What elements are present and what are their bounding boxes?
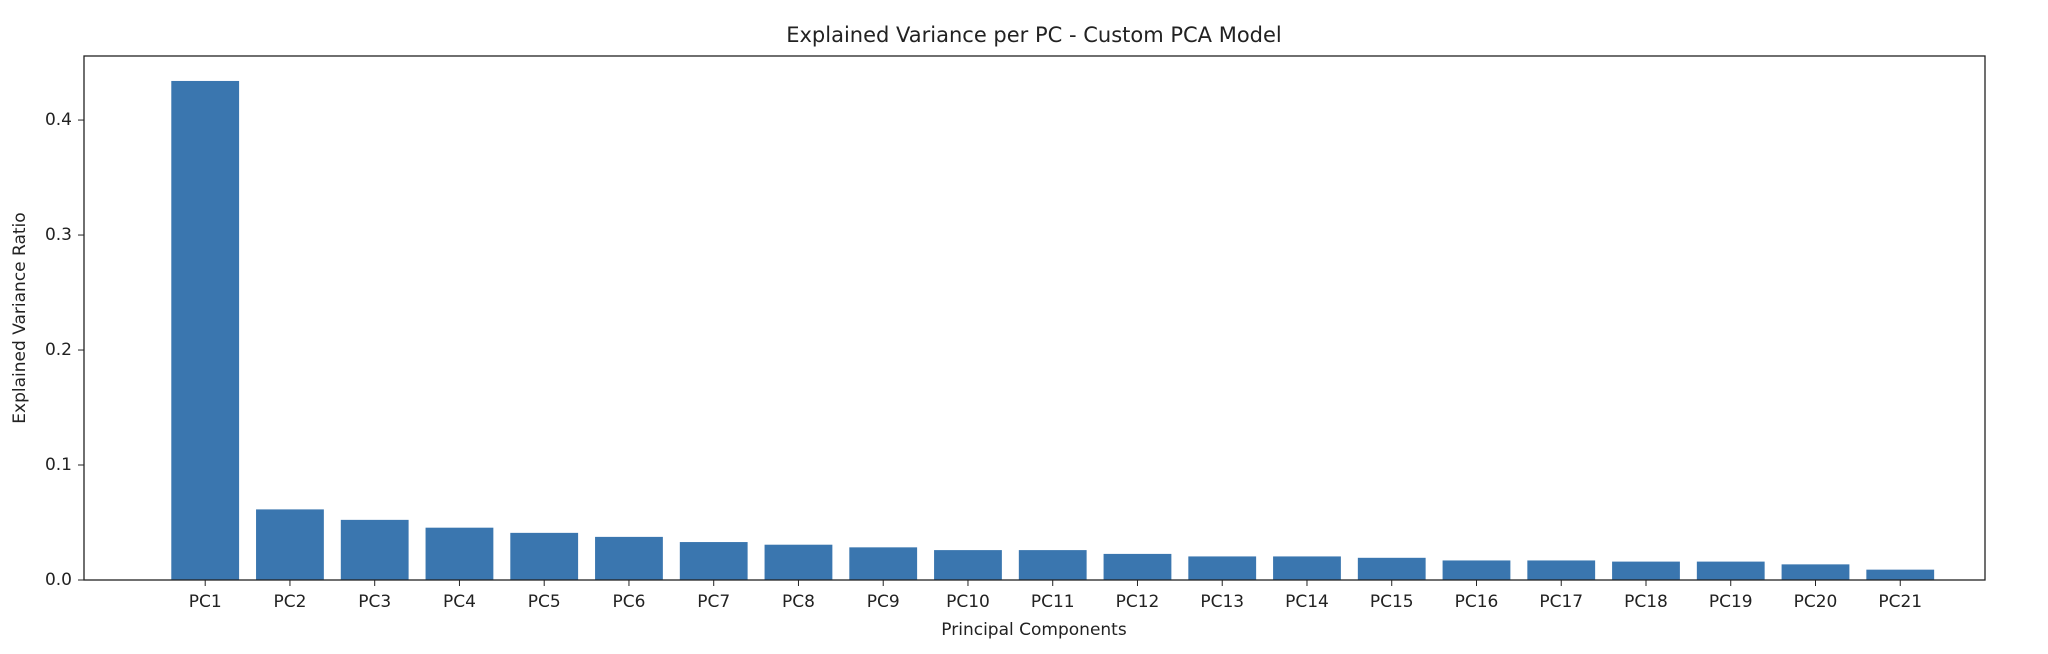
bar	[1866, 569, 1935, 580]
bar	[849, 547, 918, 580]
bar	[1696, 561, 1765, 580]
y-tick-label: 0.2	[45, 340, 72, 360]
x-tick-label: PC11	[1031, 592, 1075, 612]
y-tick-label: 0.0	[45, 570, 72, 590]
x-tick-label: PC17	[1539, 592, 1583, 612]
bar	[1781, 564, 1850, 580]
x-tick-label: PC14	[1285, 592, 1329, 612]
x-axis-label: Principal Components	[941, 620, 1127, 640]
x-tick-label: PC9	[867, 592, 900, 612]
y-tick-label: 0.3	[45, 225, 72, 245]
bar	[256, 509, 324, 580]
x-tick-label: PC1	[189, 592, 222, 612]
y-tick-label: 0.4	[45, 110, 72, 130]
x-tick-label: PC15	[1370, 592, 1414, 612]
bar	[595, 536, 663, 580]
x-tick-label: PC18	[1624, 592, 1668, 612]
bar	[1103, 553, 1172, 580]
bar	[1357, 557, 1426, 580]
x-tick-label: PC19	[1709, 592, 1753, 612]
bar	[425, 527, 494, 580]
y-axis-label: Explained Variance Ratio	[10, 212, 30, 423]
bar	[1442, 560, 1511, 580]
bar	[171, 80, 240, 580]
bar	[1612, 561, 1680, 580]
x-tick-label: PC3	[358, 592, 391, 612]
x-tick-label: PC20	[1794, 592, 1838, 612]
bar	[340, 519, 409, 580]
bar	[1273, 556, 1341, 580]
bar	[1018, 550, 1087, 580]
x-tick-label: PC16	[1455, 592, 1499, 612]
plot-frame	[83, 55, 1986, 581]
x-tick-label: PC6	[612, 592, 645, 612]
x-tick-label: PC10	[946, 592, 990, 612]
x-tick-label: PC4	[443, 592, 476, 612]
chart-title: Explained Variance per PC - Custom PCA M…	[786, 23, 1282, 47]
x-tick-label: PC13	[1200, 592, 1244, 612]
x-tick-label: PC8	[782, 592, 815, 612]
bar	[1188, 556, 1257, 580]
bar	[934, 550, 1002, 580]
x-tick-label: PC21	[1878, 592, 1922, 612]
y-tick-label: 0.1	[45, 455, 72, 475]
bar	[764, 544, 833, 580]
x-tick-label: PC12	[1116, 592, 1160, 612]
x-tick-label: PC7	[697, 592, 730, 612]
x-tick-label: PC2	[273, 592, 306, 612]
bar	[510, 532, 579, 580]
x-tick-label: PC5	[528, 592, 561, 612]
bar	[679, 542, 748, 580]
bar	[1527, 560, 1596, 580]
